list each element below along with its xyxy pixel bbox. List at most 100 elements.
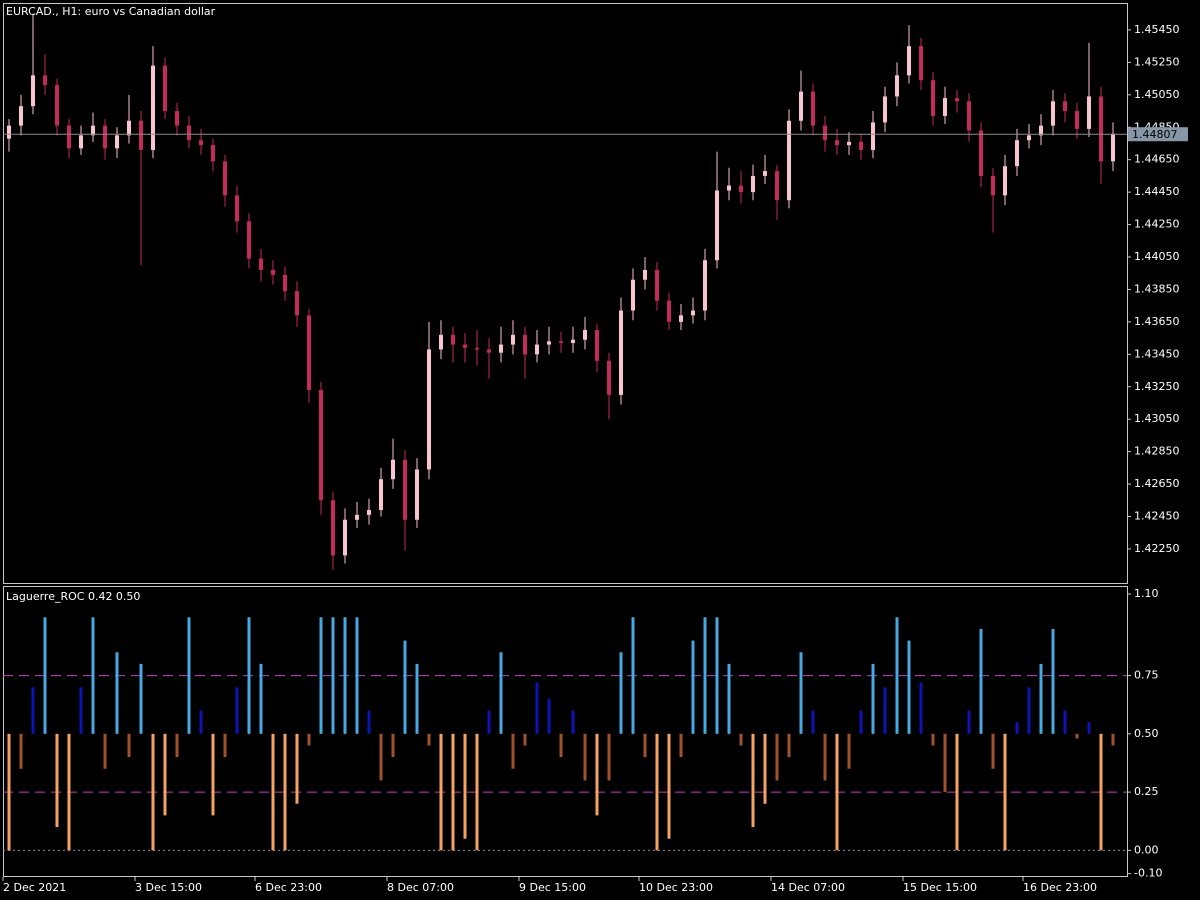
- y-tick-label: 0.00: [1134, 843, 1159, 856]
- y-tick-label: 1.44250: [1134, 218, 1180, 231]
- histogram-bar: [1111, 733, 1115, 746]
- candle-body: [91, 125, 95, 136]
- candle-body: [19, 106, 23, 126]
- y-tick-label: 1.45250: [1134, 55, 1180, 68]
- histogram-bar: [739, 733, 743, 746]
- current-price-box: [1128, 127, 1188, 142]
- candle-body: [259, 258, 263, 270]
- candle-body: [955, 98, 959, 102]
- candle-body: [163, 65, 167, 112]
- candle-body: [967, 101, 971, 131]
- y-tick-label: 1.43050: [1134, 412, 1180, 425]
- candle-body: [487, 349, 491, 353]
- candle-body: [823, 125, 827, 141]
- y-tick-label: 1.10: [1134, 587, 1159, 600]
- y-tick-label: 1.43850: [1134, 282, 1180, 295]
- candle-body: [67, 125, 71, 149]
- candle-body: [583, 329, 587, 340]
- histogram-bar: [151, 733, 155, 851]
- x-tick-label: 6 Dec 23:00: [255, 881, 322, 894]
- histogram-bar: [235, 687, 239, 734]
- candle-body: [763, 171, 767, 176]
- histogram-bar: [319, 617, 323, 734]
- candle-body: [175, 111, 179, 126]
- y-tick-label: 1.44450: [1134, 185, 1180, 198]
- x-tick-label: 10 Dec 23:00: [639, 881, 713, 894]
- candle-body: [907, 46, 911, 76]
- histogram-bar: [283, 733, 287, 851]
- histogram-bar: [43, 617, 47, 734]
- candle-body: [1063, 101, 1067, 112]
- candle-body: [379, 479, 383, 511]
- histogram-bar: [1003, 733, 1007, 851]
- candle-body: [439, 334, 443, 350]
- histogram-bar: [187, 617, 191, 734]
- histogram-bar: [463, 733, 467, 839]
- candle-body: [799, 91, 803, 121]
- candle-body: [1027, 135, 1031, 141]
- histogram-bar: [355, 617, 359, 734]
- histogram-bar: [763, 733, 767, 804]
- candle-body: [427, 349, 431, 470]
- y-tick-label: 0.75: [1134, 669, 1159, 682]
- candle-body: [871, 122, 875, 150]
- candle-body: [535, 344, 539, 355]
- histogram-bar: [859, 710, 863, 734]
- x-tick-label: 8 Dec 07:00: [387, 881, 454, 894]
- candle-body: [199, 140, 203, 146]
- histogram-bar: [559, 733, 563, 758]
- histogram-bar: [331, 617, 335, 734]
- histogram-bar: [619, 652, 623, 734]
- histogram-bar: [1039, 663, 1043, 734]
- candle-body: [511, 334, 515, 345]
- histogram-bar: [991, 733, 995, 769]
- candle-body: [1051, 101, 1055, 126]
- candle-body: [919, 46, 923, 81]
- candle-body: [187, 125, 191, 141]
- candle-body: [727, 185, 731, 191]
- histogram-bar: [643, 733, 647, 758]
- y-tick-label: 1.45050: [1134, 88, 1180, 101]
- candle-body: [1087, 96, 1091, 129]
- candle-body: [643, 269, 647, 280]
- histogram-bar: [199, 710, 203, 734]
- candle-body: [619, 310, 623, 395]
- candle-body: [271, 269, 275, 275]
- candle-body: [1075, 111, 1079, 129]
- candle-body: [283, 274, 287, 292]
- candle-body: [79, 135, 83, 149]
- histogram-bar: [67, 733, 71, 851]
- candle-body: [691, 310, 695, 316]
- histogram-bar: [439, 733, 443, 851]
- candle-body: [7, 125, 11, 139]
- histogram-bar: [1087, 722, 1091, 734]
- candle-body: [343, 519, 347, 556]
- candle-body: [751, 175, 755, 193]
- histogram-bar: [1099, 733, 1103, 851]
- candle-body: [883, 96, 887, 123]
- candle-body: [1003, 166, 1007, 196]
- indicator-title: Laguerre_ROC 0.42 0.50: [6, 590, 140, 603]
- histogram-bar: [979, 628, 983, 734]
- histogram-bar: [847, 733, 851, 769]
- current-price-label: 1.44807: [1132, 128, 1178, 141]
- histogram-bar: [955, 733, 959, 851]
- histogram-bar: [871, 663, 875, 734]
- histogram-bar: [1027, 687, 1031, 734]
- candle-body: [607, 360, 611, 395]
- candle-body: [451, 334, 455, 345]
- candle-body: [391, 459, 395, 480]
- x-tick-label: 14 Dec 07:00: [771, 881, 845, 894]
- y-tick-label: -0.10: [1134, 867, 1162, 880]
- histogram-bar: [751, 733, 755, 828]
- y-tick-label: 0.50: [1134, 727, 1159, 740]
- histogram-bar: [703, 617, 707, 734]
- histogram-bar: [475, 733, 479, 851]
- y-tick-label: 0.25: [1134, 785, 1159, 798]
- y-tick-label: 1.43250: [1134, 380, 1180, 393]
- histogram-bar: [523, 733, 527, 746]
- histogram-bar: [307, 733, 311, 746]
- histogram-bar: [607, 733, 611, 781]
